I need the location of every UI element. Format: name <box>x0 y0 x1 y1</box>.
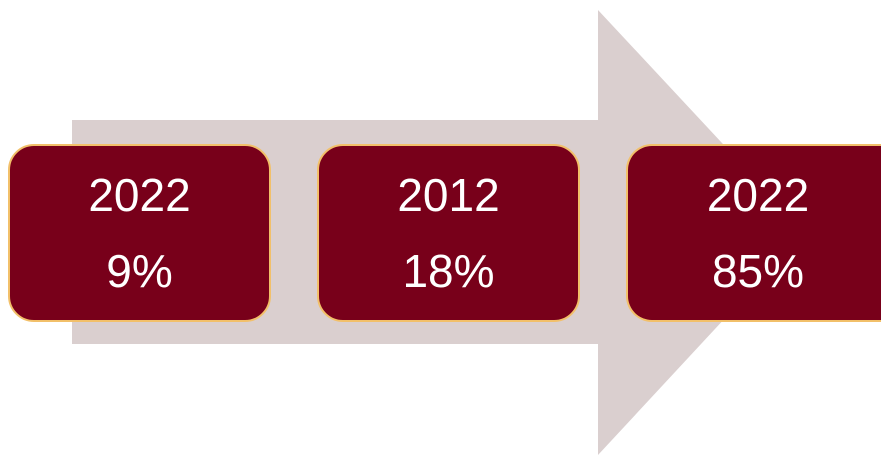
step-box-3: 2022 85% <box>626 144 881 322</box>
step-box-2: 2012 18% <box>317 144 580 322</box>
step-value: 18% <box>402 245 495 297</box>
step-year: 2022 <box>88 169 191 221</box>
step-value: 85% <box>711 245 805 297</box>
step-year: 2012 <box>397 169 500 221</box>
step-box-1: 2022 9% <box>8 144 271 322</box>
step-year: 2022 <box>706 169 810 221</box>
step-value: 9% <box>106 245 173 297</box>
